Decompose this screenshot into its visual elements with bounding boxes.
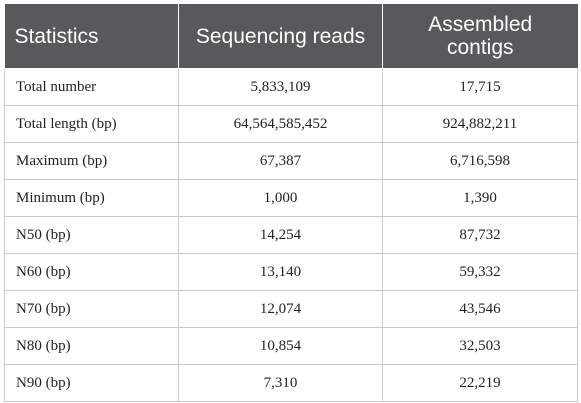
row-label: N80 (bp) (4, 327, 179, 365)
sequencing-reads-value: 5,833,109 (178, 68, 383, 106)
assembled-contigs-value: 59,332 (382, 253, 578, 291)
table-header-row: Statistics Sequencing reads Assembled co… (4, 4, 578, 69)
statistics-table-container: Statistics Sequencing reads Assembled co… (4, 4, 578, 402)
row-label: Total length (bp) (4, 105, 179, 143)
header-statistics: Statistics (4, 4, 179, 69)
table-row: N90 (bp) 7,310 22,219 (4, 364, 578, 402)
sequencing-reads-value: 12,074 (178, 290, 383, 328)
assembled-contigs-value: 43,546 (382, 290, 578, 328)
table-row: Maximum (bp) 67,387 6,716,598 (4, 142, 578, 180)
header-sequencing-reads: Sequencing reads (178, 4, 383, 69)
header-assembled-contigs: Assembled contigs (382, 4, 578, 69)
table-row: N80 (bp) 10,854 32,503 (4, 327, 578, 365)
assembled-contigs-value: 87,732 (382, 216, 578, 254)
assembled-contigs-value: 924,882,211 (382, 105, 578, 143)
sequencing-reads-value: 64,564,585,452 (178, 105, 383, 143)
row-label: N60 (bp) (4, 253, 179, 291)
sequencing-reads-value: 7,310 (178, 364, 383, 402)
table-row: Total length (bp) 64,564,585,452 924,882… (4, 105, 578, 143)
table-row: N60 (bp) 13,140 59,332 (4, 253, 578, 291)
table-row: N70 (bp) 12,074 43,546 (4, 290, 578, 328)
assembled-contigs-value: 1,390 (382, 179, 578, 217)
row-label: N50 (bp) (4, 216, 179, 254)
row-label: Minimum (bp) (4, 179, 179, 217)
row-label: Maximum (bp) (4, 142, 179, 180)
sequencing-reads-value: 14,254 (178, 216, 383, 254)
assembled-contigs-value: 32,503 (382, 327, 578, 365)
row-label: Total number (4, 68, 179, 106)
sequencing-reads-value: 10,854 (178, 327, 383, 365)
sequencing-reads-value: 67,387 (178, 142, 383, 180)
sequencing-reads-value: 13,140 (178, 253, 383, 291)
table-body: Total number 5,833,109 17,715 Total leng… (4, 68, 578, 402)
statistics-table: Statistics Sequencing reads Assembled co… (4, 4, 578, 402)
row-label: N70 (bp) (4, 290, 179, 328)
table-row: Total number 5,833,109 17,715 (4, 68, 578, 106)
assembled-contigs-value: 17,715 (382, 68, 578, 106)
table-row: Minimum (bp) 1,000 1,390 (4, 179, 578, 217)
row-label: N90 (bp) (4, 364, 179, 402)
assembled-contigs-value: 22,219 (382, 364, 578, 402)
table-row: N50 (bp) 14,254 87,732 (4, 216, 578, 254)
sequencing-reads-value: 1,000 (178, 179, 383, 217)
assembled-contigs-value: 6,716,598 (382, 142, 578, 180)
